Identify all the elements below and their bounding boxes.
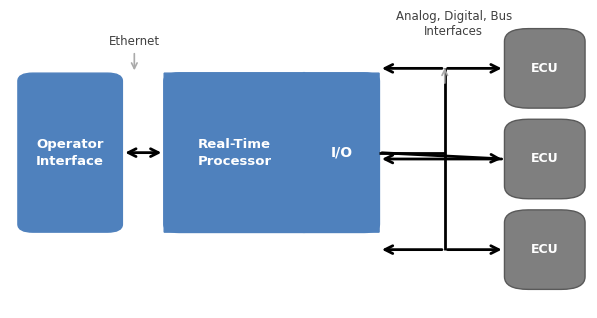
FancyBboxPatch shape xyxy=(504,29,585,108)
Text: ECU: ECU xyxy=(531,243,559,256)
FancyBboxPatch shape xyxy=(504,119,585,199)
Text: ECU: ECU xyxy=(531,153,559,165)
Text: Analog, Digital, Bus
Interfaces: Analog, Digital, Bus Interfaces xyxy=(396,10,512,38)
FancyBboxPatch shape xyxy=(18,73,122,232)
Text: Operator
Interface: Operator Interface xyxy=(36,138,104,168)
Text: Real-Time
Processor: Real-Time Processor xyxy=(197,138,272,168)
FancyBboxPatch shape xyxy=(164,73,304,232)
Text: Ethernet: Ethernet xyxy=(109,35,160,48)
FancyBboxPatch shape xyxy=(504,210,585,289)
FancyBboxPatch shape xyxy=(304,73,379,232)
Text: I/O: I/O xyxy=(331,146,353,160)
Text: ECU: ECU xyxy=(531,62,559,75)
